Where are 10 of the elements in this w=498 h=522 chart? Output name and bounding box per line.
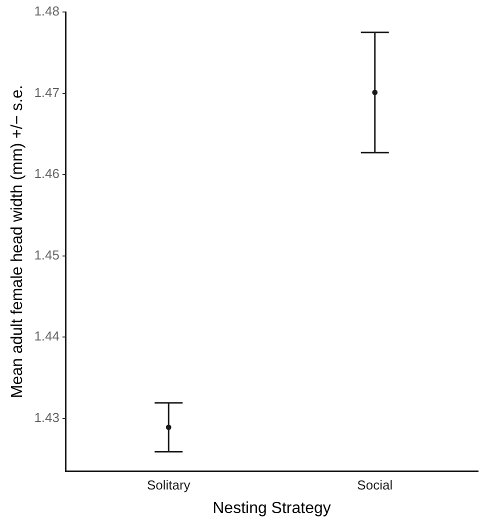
x-tick-label: Solitary: [146, 478, 191, 493]
y-tick-label: 1.45: [34, 247, 60, 262]
x-tick-label: Social: [357, 478, 393, 493]
y-tick-label: 1.44: [34, 328, 60, 344]
x-axis-title: Nesting Strategy: [212, 500, 331, 517]
y-tick-label: 1.46: [34, 166, 60, 182]
y-tick-label: 1.48: [34, 4, 60, 19]
y-tick-label: 1.47: [34, 84, 60, 100]
y-axis-title: Mean adult female head width (mm) +/− s.e.: [9, 85, 26, 398]
y-tick-label: 1.43: [34, 410, 60, 425]
